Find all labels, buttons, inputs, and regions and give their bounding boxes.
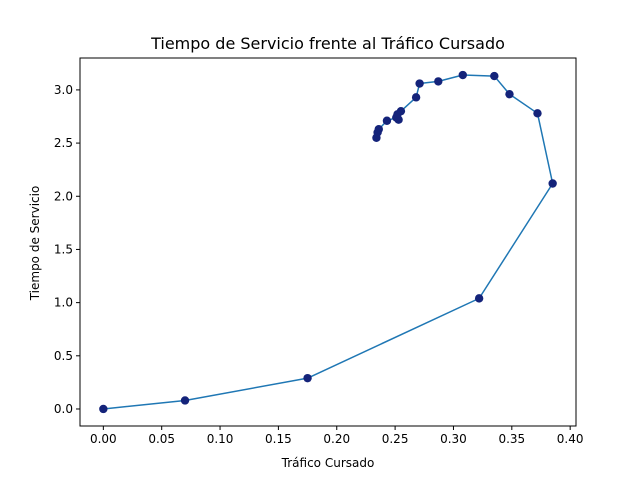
x-tick-label: 0.30 xyxy=(440,432,467,446)
x-tick-label: 0.15 xyxy=(265,432,292,446)
y-axis: 0.0 0.5 1.0 1.5 2.0 2.5 3.0 xyxy=(54,83,80,416)
data-point xyxy=(372,133,381,142)
data-point xyxy=(490,71,499,81)
data-point xyxy=(382,116,392,125)
series-points xyxy=(99,70,557,414)
y-tick-label: 1.5 xyxy=(54,242,73,256)
x-tick-label: 0.40 xyxy=(557,432,584,446)
x-tick-label: 0.10 xyxy=(207,432,234,446)
y-tick-label: 2.0 xyxy=(54,189,73,203)
data-point xyxy=(533,109,542,118)
data-point xyxy=(505,89,514,99)
chart-title: Tiempo de Servicio frente al Tráfico Cur… xyxy=(150,34,505,53)
y-axis-title: Tiempo de Servicio xyxy=(28,186,42,302)
data-point xyxy=(474,294,484,303)
x-tick-label: 0.25 xyxy=(382,432,409,446)
data-point xyxy=(180,396,190,405)
data-point xyxy=(411,93,421,102)
x-axis-title: Tráfico Cursado xyxy=(281,456,375,470)
x-tick-label: 0.05 xyxy=(148,432,175,446)
x-tick-label: 0.00 xyxy=(90,432,117,446)
data-point xyxy=(548,179,557,188)
data-point xyxy=(434,77,443,86)
x-tick-label: 0.20 xyxy=(323,432,350,446)
data-point xyxy=(415,79,424,88)
data-point xyxy=(99,404,108,414)
y-tick-label: 0.0 xyxy=(54,402,73,416)
data-point xyxy=(303,373,312,383)
data-point xyxy=(458,70,467,80)
y-tick-label: 1.0 xyxy=(54,296,73,310)
y-tick-label: 3.0 xyxy=(54,83,73,97)
data-point xyxy=(392,113,401,122)
y-tick-label: 2.5 xyxy=(54,136,73,150)
x-axis: 0.00 0.05 0.10 0.15 0.20 0.25 0.30 0.35 0.40 xyxy=(90,426,584,446)
plot-area-frame xyxy=(79,57,577,427)
y-tick-label: 0.5 xyxy=(54,349,73,363)
x-tick-label: 0.35 xyxy=(498,432,525,446)
